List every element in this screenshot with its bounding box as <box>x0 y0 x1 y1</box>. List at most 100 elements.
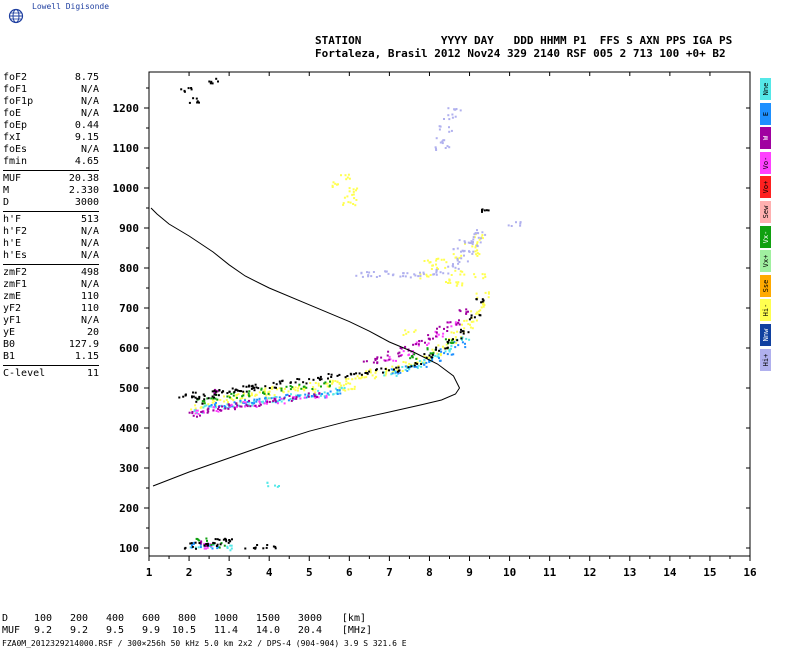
y-tick-label: 200 <box>119 502 139 515</box>
echo-point <box>255 386 258 389</box>
echo-point <box>383 371 386 374</box>
param-label: fmin <box>3 156 28 167</box>
echo-point <box>419 274 422 277</box>
echo-point <box>365 360 368 363</box>
echo-series <box>195 338 455 549</box>
echo-point <box>395 374 398 377</box>
echo-point <box>242 392 245 395</box>
echo-point <box>210 546 213 549</box>
echo-point <box>287 399 290 402</box>
echo-point <box>384 368 387 370</box>
echo-point <box>268 387 271 389</box>
x-tick-label: 8 <box>426 566 433 579</box>
echo-point <box>464 242 466 245</box>
echo-point <box>235 402 238 405</box>
echo-point <box>481 234 484 237</box>
echo-point <box>359 377 362 380</box>
echo-point <box>448 130 451 133</box>
echo-point <box>480 306 483 309</box>
x-tick-label: 6 <box>346 566 353 579</box>
echo-point <box>452 265 455 268</box>
echo-point <box>419 273 422 276</box>
echo-point <box>428 261 431 264</box>
echo-point <box>245 385 248 388</box>
echo-point <box>396 370 399 373</box>
legend-swatch: Vo- <box>760 151 771 174</box>
echo-point <box>192 395 195 398</box>
x-tick-label: 13 <box>623 566 636 579</box>
echo-point <box>198 539 201 542</box>
echo-point <box>427 334 430 337</box>
echo-point <box>194 546 197 549</box>
x-tick-label: 15 <box>703 566 716 579</box>
echo-point <box>289 381 292 384</box>
echo-point <box>410 365 413 368</box>
echo-point <box>456 257 459 260</box>
echo-point <box>388 358 391 361</box>
parameter-panel: foF2 8.75 foF1 N/A foF1p N/A foE N/A foEp 0.44 fxI… <box>3 72 99 380</box>
echo-point <box>417 343 420 346</box>
echo-point <box>515 221 517 224</box>
legend-swatch: Vo+ <box>760 176 771 199</box>
echo-point <box>385 372 388 375</box>
echo-point <box>328 393 330 396</box>
x-tick-label: 1 <box>146 566 153 579</box>
echo-point <box>283 402 286 405</box>
echo-point <box>358 377 361 380</box>
echo-point <box>292 387 295 390</box>
echo-point <box>425 273 428 276</box>
echo-point <box>278 387 281 390</box>
echo-point <box>211 399 214 402</box>
echo-point <box>327 377 329 380</box>
echo-point <box>455 323 458 326</box>
echo-point <box>312 378 315 381</box>
echo-point <box>312 389 315 392</box>
echo-point <box>415 357 418 360</box>
echo-point <box>320 385 322 388</box>
echo-point <box>437 355 440 358</box>
echo-point <box>398 351 401 354</box>
echo-point <box>336 393 339 395</box>
echo-point <box>423 355 426 358</box>
echo-point <box>348 187 351 190</box>
echo-point <box>480 237 482 240</box>
echo-point <box>213 393 216 396</box>
echo-point <box>365 370 368 373</box>
echo-point <box>233 401 236 404</box>
echo-point <box>213 400 216 403</box>
echo-point <box>280 400 283 403</box>
echo-point <box>240 405 243 408</box>
echo-point <box>429 352 432 355</box>
echo-point <box>487 291 490 294</box>
echo-point <box>356 375 359 378</box>
echo-point <box>352 193 355 196</box>
echo-point <box>465 337 468 340</box>
echo-point <box>248 395 251 398</box>
echo-point <box>178 396 181 399</box>
echo-point <box>361 275 364 278</box>
echo-point <box>470 314 473 317</box>
x-tick-label: 7 <box>386 566 393 579</box>
echo-point <box>421 361 424 364</box>
echo-point <box>324 381 327 384</box>
echo-point <box>395 371 398 374</box>
echo-point <box>481 300 484 303</box>
echo-point <box>344 174 347 177</box>
echo-point <box>463 254 465 257</box>
echo-point <box>237 393 240 396</box>
echo-point <box>477 310 480 313</box>
echo-point <box>435 263 437 266</box>
echo-point <box>273 386 276 389</box>
echo-point <box>229 540 232 543</box>
echo-point <box>351 388 354 391</box>
echo-point <box>336 374 339 377</box>
echo-point <box>402 350 405 353</box>
echo-point <box>352 190 355 193</box>
echo-point <box>472 238 475 241</box>
echo-point <box>313 393 316 396</box>
echo-point <box>414 274 417 277</box>
echo-point <box>380 367 383 370</box>
echo-point <box>414 329 417 332</box>
echo-point <box>216 398 219 401</box>
echo-point <box>274 545 277 548</box>
